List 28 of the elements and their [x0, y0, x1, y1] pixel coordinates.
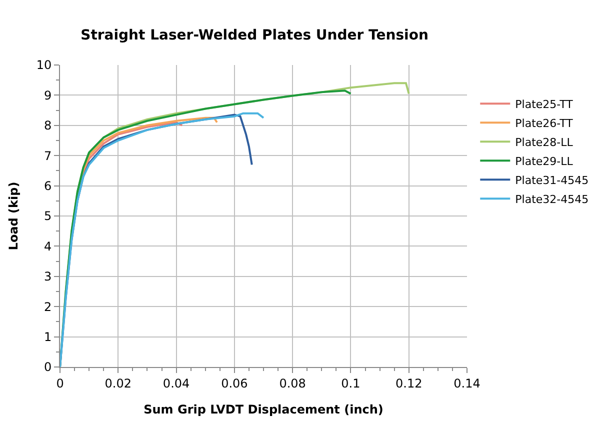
- y-tick-label: 4: [44, 239, 52, 254]
- y-tick-label: 9: [44, 88, 52, 102]
- x-tick-label: 0.08: [279, 376, 306, 390]
- x-axis-title: Sum Grip LVDT Displacement (inch): [144, 402, 384, 416]
- legend-label: Plate25-TT: [515, 98, 574, 111]
- x-tick-label: 0.14: [454, 376, 480, 390]
- y-tick-label: 0: [44, 360, 52, 374]
- legend-label: Plate28-LL: [515, 136, 574, 149]
- x-tick-label: 0.02: [104, 376, 132, 390]
- y-tick-label: 8: [44, 118, 52, 133]
- y-tick-label: 10: [36, 58, 52, 72]
- y-tick-label: 7: [44, 148, 52, 163]
- x-tick-label: 0.06: [221, 376, 248, 390]
- legend-label: Plate26-TT: [515, 116, 574, 130]
- chart-title: Straight Laser-Welded Plates Under Tension: [80, 28, 428, 44]
- legend-label: Plate31-4545: [515, 174, 589, 187]
- legend-label: Plate29-LL: [515, 154, 574, 168]
- y-tick-label: 2: [44, 300, 52, 314]
- x-tick-label: 0: [56, 376, 64, 390]
- y-tick-label: 6: [44, 179, 52, 193]
- x-tick-label: 0.04: [162, 376, 190, 390]
- y-tick-label: 3: [44, 270, 52, 284]
- y-tick-label: 1: [44, 330, 52, 344]
- legend-label: Plate32-4545: [515, 192, 589, 206]
- y-tick-label: 5: [44, 209, 52, 224]
- y-axis-title: Load (kip): [6, 182, 21, 250]
- x-tick-label: 0.1: [341, 376, 360, 390]
- x-tick-label: 0.12: [396, 376, 422, 390]
